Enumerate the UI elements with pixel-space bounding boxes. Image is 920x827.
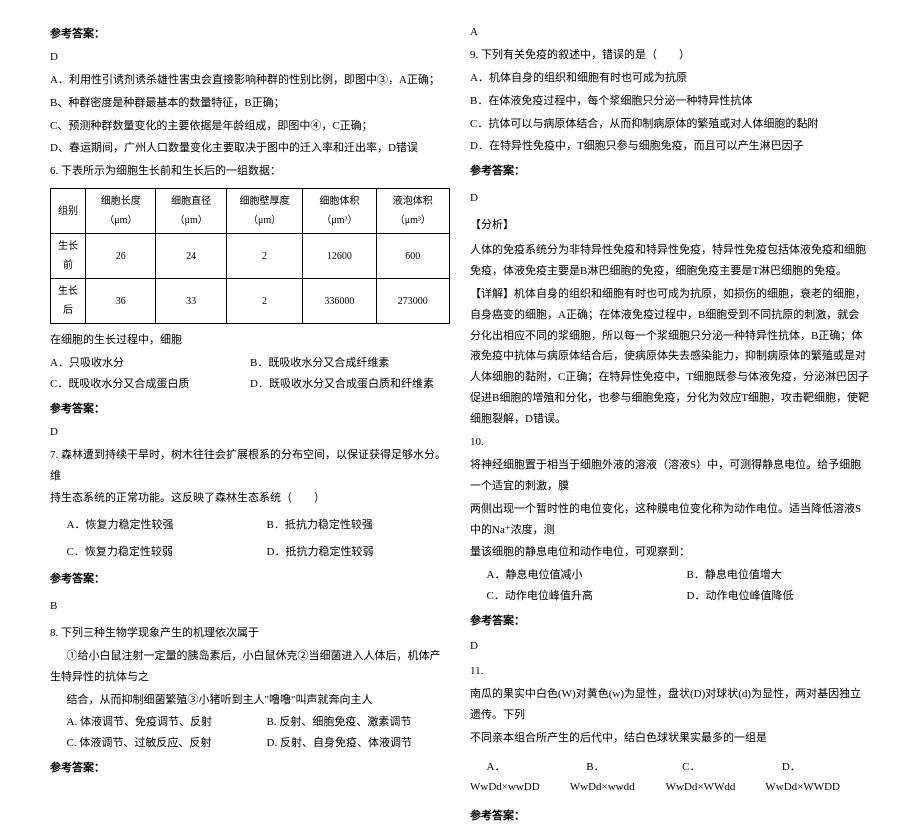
q6-option-b: B．既吸收水分又合成纤维素 bbox=[250, 353, 450, 374]
q7-options-row2: C．恢复力稳定性较弱 D．抵抗力稳定性较弱 bbox=[50, 542, 450, 563]
left-column: 参考答案： D A．利用性引诱剂诱杀雄性害虫会直接影响种群的性别比例，即图中③，… bbox=[40, 20, 460, 631]
answer-label: 参考答案： bbox=[50, 24, 450, 45]
q5-answer: D bbox=[50, 47, 450, 68]
q7-stem2: 持生态系统的正常功能。这反映了森林生态系统（ ） bbox=[50, 488, 450, 509]
q11-options: A．WwDd×wwDD B．WwDd×wwdd C．WwDd×WWdd D．Ww… bbox=[470, 757, 870, 799]
q6-answer: D bbox=[50, 422, 450, 443]
answer-label: 参考答案： bbox=[470, 806, 870, 827]
q9-answer: D bbox=[470, 188, 870, 209]
q11-stem1: 南瓜的果实中白色(W)对黄色(w)为显性，盘状(D)对球状(d)为显性，两对基因… bbox=[470, 684, 870, 726]
table-cell: 12600 bbox=[303, 234, 376, 279]
table-header-cell: 液泡体积（μm³） bbox=[376, 189, 449, 234]
q11-option-c: C．WwDd×WWdd bbox=[666, 757, 736, 799]
q9-option-b: B．在体液免疫过程中，每个浆细胞只分泌一种特异性抗体 bbox=[470, 91, 870, 112]
table-cell: 生长后 bbox=[51, 279, 86, 324]
q10-option-b: B．静息电位值增大 bbox=[670, 565, 870, 586]
q6-option-c: C．既吸收水分又合成蛋白质 bbox=[50, 374, 250, 395]
answer-label: 参考答案： bbox=[470, 161, 870, 182]
q7-stem1: 7. 森林遭到持续干旱时，树木往往会扩展根系的分布空间，以保证获得足够水分。维 bbox=[50, 445, 450, 487]
answer-label: 参考答案： bbox=[50, 399, 450, 420]
analysis-label: 【分析】 bbox=[470, 215, 870, 236]
q9-stem: 9. 下列有关免疫的叙述中，错误的是（ ） bbox=[470, 45, 870, 66]
table-cell: 24 bbox=[156, 234, 226, 279]
q8-option-a: A. 体液调节、免疫调节、反射 bbox=[50, 712, 250, 733]
q10-stem1: 将神经细胞置于相当于细胞外液的溶液（溶液S）中，可测得静息电位。给予细胞一个适宜… bbox=[470, 455, 870, 497]
answer-label: 参考答案： bbox=[50, 569, 450, 590]
table-header-cell: 细胞体积（μm³） bbox=[303, 189, 376, 234]
q7-options-row1: A．恢复力稳定性较强 B．抵抗力稳定性较强 bbox=[50, 515, 450, 536]
q11-option-a: A．WwDd×wwDD bbox=[470, 757, 540, 799]
table-header-cell: 组别 bbox=[51, 189, 86, 234]
q6-table: 组别 细胞长度（μm） 细胞直径（μm） 细胞壁厚度（μm） 细胞体积（μm³）… bbox=[50, 188, 450, 324]
table-header-cell: 细胞长度（μm） bbox=[86, 189, 156, 234]
q10-stem3: 量该细胞的静息电位和动作电位，可观察到： bbox=[470, 542, 870, 563]
q7-option-d: D．抵抗力稳定性较弱 bbox=[250, 542, 450, 563]
q10-option-c: C．动作电位峰值升高 bbox=[470, 586, 670, 607]
q8-line1: ①给小白鼠注射一定量的胰岛素后，小白鼠休克②当细菌进入人体后，机体产生特异性的抗… bbox=[50, 646, 450, 688]
table-header-cell: 细胞直径（μm） bbox=[156, 189, 226, 234]
table-cell: 26 bbox=[86, 234, 156, 279]
q6-sub: 在细胞的生长过程中，细胞 bbox=[50, 330, 450, 351]
q7-option-b: B．抵抗力稳定性较强 bbox=[250, 515, 450, 536]
q8-answer: A bbox=[470, 22, 870, 43]
q5-option-a: A．利用性引诱剂诱杀雄性害虫会直接影响种群的性别比例，即图中③，A正确； bbox=[50, 70, 450, 91]
q11-stem2: 不同亲本组合所产生的后代中，结白色球状果实最多的一组是 bbox=[470, 728, 870, 749]
answer-label: 参考答案： bbox=[50, 758, 450, 779]
analysis-text: 人体的免疫系统分为非特异性免疫和特异性免疫，特异性免疫包括体液免疫和细胞免疫，体… bbox=[470, 240, 870, 282]
q5-option-d: D、春运期间，广州人口数量变化主要取决于图中的迁入率和迁出率，D错误 bbox=[50, 138, 450, 159]
q8-line2: 结合，从而抑制细菌繁殖③小猪听到主人"噜噜"叫声就奔向主人 bbox=[50, 690, 450, 711]
q10-options-row2: C．动作电位峰值升高 D．动作电位峰值降低 bbox=[470, 586, 870, 607]
q10-label: 10. bbox=[470, 432, 870, 453]
q5-option-c: C、预测种群数量变化的主要依据是年龄组成，即图中④，C正确； bbox=[50, 116, 450, 137]
table-row: 生长后 36 33 2 336000 273000 bbox=[51, 279, 450, 324]
table-header-cell: 细胞壁厚度（μm） bbox=[226, 189, 302, 234]
answer-label: 参考答案： bbox=[470, 611, 870, 632]
q6-option-a: A．只吸收水分 bbox=[50, 353, 250, 374]
table-header-row: 组别 细胞长度（μm） 细胞直径（μm） 细胞壁厚度（μm） 细胞体积（μm³）… bbox=[51, 189, 450, 234]
table-cell: 336000 bbox=[303, 279, 376, 324]
q10-option-a: A．静息电位值减小 bbox=[470, 565, 670, 586]
q10-options-row1: A．静息电位值减小 B．静息电位值增大 bbox=[470, 565, 870, 586]
detail-label: 【详解】 bbox=[470, 288, 514, 300]
table-cell: 273000 bbox=[376, 279, 449, 324]
q6-options-row1: A．只吸收水分 B．既吸收水分又合成纤维素 bbox=[50, 353, 450, 374]
q6-stem: 6. 下表所示为细胞生长前和生长后的一组数据： bbox=[50, 161, 450, 182]
q8-options-row1: A. 体液调节、免疫调节、反射 B. 反射、细胞免疫、激素调节 bbox=[50, 712, 450, 733]
table-cell: 36 bbox=[86, 279, 156, 324]
q11-option-b: B．WwDd×wwdd bbox=[570, 757, 636, 799]
q6-option-d: D．既吸收水分又合成蛋白质和纤维素 bbox=[250, 374, 450, 395]
table-row: 生长前 26 24 2 12600 600 bbox=[51, 234, 450, 279]
right-column: A 9. 下列有关免疫的叙述中，错误的是（ ） A．机体自身的组织和细胞有时也可… bbox=[460, 20, 880, 631]
q9-option-d: D．在特异性免疫中，T细胞只参与细胞免疫，而且可以产生淋巴因子 bbox=[470, 136, 870, 157]
table-cell: 2 bbox=[226, 234, 302, 279]
q8-option-d: D. 反射、自身免疫、体液调节 bbox=[250, 733, 450, 754]
table-cell: 600 bbox=[376, 234, 449, 279]
table-cell: 2 bbox=[226, 279, 302, 324]
q5-option-b: B、种群密度是种群最基本的数量特征，B正确； bbox=[50, 93, 450, 114]
q8-stem: 8. 下列三种生物学现象产生的机理依次属于 bbox=[50, 623, 450, 644]
table-cell: 33 bbox=[156, 279, 226, 324]
q9-option-c: C．抗体可以与病原体结合，从而抑制病原体的繁殖或对人体细胞的黏附 bbox=[470, 114, 870, 135]
q7-option-a: A．恢复力稳定性较强 bbox=[50, 515, 250, 536]
q10-answer: D bbox=[470, 636, 870, 657]
q8-option-b: B. 反射、细胞免疫、激素调节 bbox=[250, 712, 450, 733]
q9-option-a: A．机体自身的组织和细胞有时也可成为抗原 bbox=[470, 68, 870, 89]
q8-options-row2: C. 体液调节、过敏反应、反射 D. 反射、自身免疫、体液调节 bbox=[50, 733, 450, 754]
table-cell: 生长前 bbox=[51, 234, 86, 279]
detail-text: 【详解】机体自身的组织和细胞有时也可成为抗原，如损伤的细胞，衰老的细胞，自身癌变… bbox=[470, 284, 870, 430]
q7-answer: B bbox=[50, 596, 450, 617]
q6-options-row2: C．既吸收水分又合成蛋白质 D．既吸收水分又合成蛋白质和纤维素 bbox=[50, 374, 450, 395]
q11-option-d: D．WwDd×WWDD bbox=[765, 757, 840, 799]
q8-option-c: C. 体液调节、过敏反应、反射 bbox=[50, 733, 250, 754]
q10-stem2: 两侧出现一个暂时性的电位变化，这种膜电位变化称为动作电位。适当降低溶液S中的Na… bbox=[470, 499, 870, 541]
q10-option-d: D．动作电位峰值降低 bbox=[670, 586, 870, 607]
q7-option-c: C．恢复力稳定性较弱 bbox=[50, 542, 250, 563]
q11-label: 11. bbox=[470, 661, 870, 682]
